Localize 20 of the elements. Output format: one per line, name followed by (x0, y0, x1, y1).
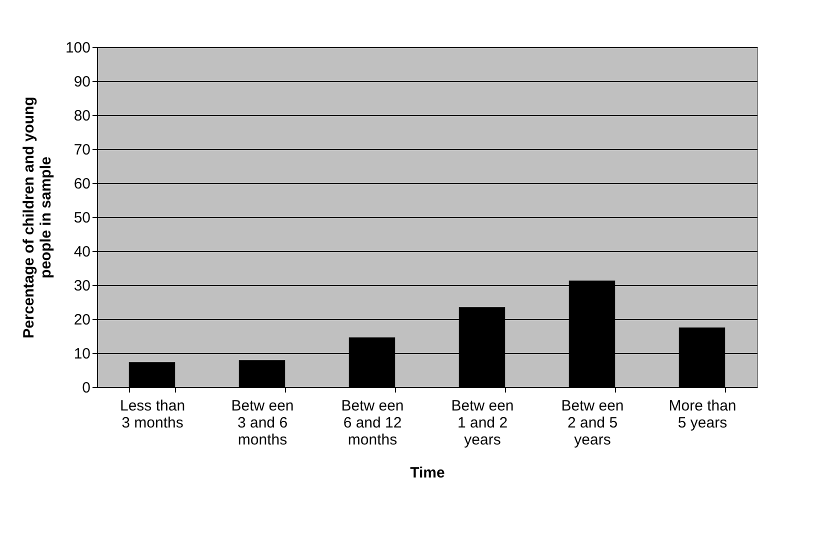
x-tick-label: Betw een 3 and 6 months (231, 398, 294, 448)
y-tick-label: 40 (74, 244, 90, 260)
y-tick-label: 10 (74, 346, 90, 362)
x-axis-title: Time (410, 464, 445, 482)
x-tick-label: More than 5 years (668, 398, 736, 432)
x-tick-label: Betw een 1 and 2 years (451, 398, 514, 448)
y-tick-label: 80 (74, 108, 90, 124)
y-tick-label: 50 (74, 210, 90, 226)
y-tick-label: 100 (65, 40, 90, 56)
y-axis-title: Percentage of children and young people in sample (20, 96, 54, 338)
x-tick-label: Less than 3 months (120, 398, 186, 432)
y-tick-label: 0 (82, 380, 90, 396)
y-tick-label: 60 (74, 176, 90, 192)
y-tick-label: 70 (74, 142, 90, 158)
y-tick-label: 30 (74, 278, 90, 294)
x-tick-label: Betw een 6 and 12 months (341, 398, 404, 448)
y-tick-label: 90 (74, 74, 90, 90)
y-tick-label: 20 (74, 312, 90, 328)
x-tick-label: Betw een 2 and 5 years (561, 398, 624, 448)
bar (238, 360, 286, 387)
